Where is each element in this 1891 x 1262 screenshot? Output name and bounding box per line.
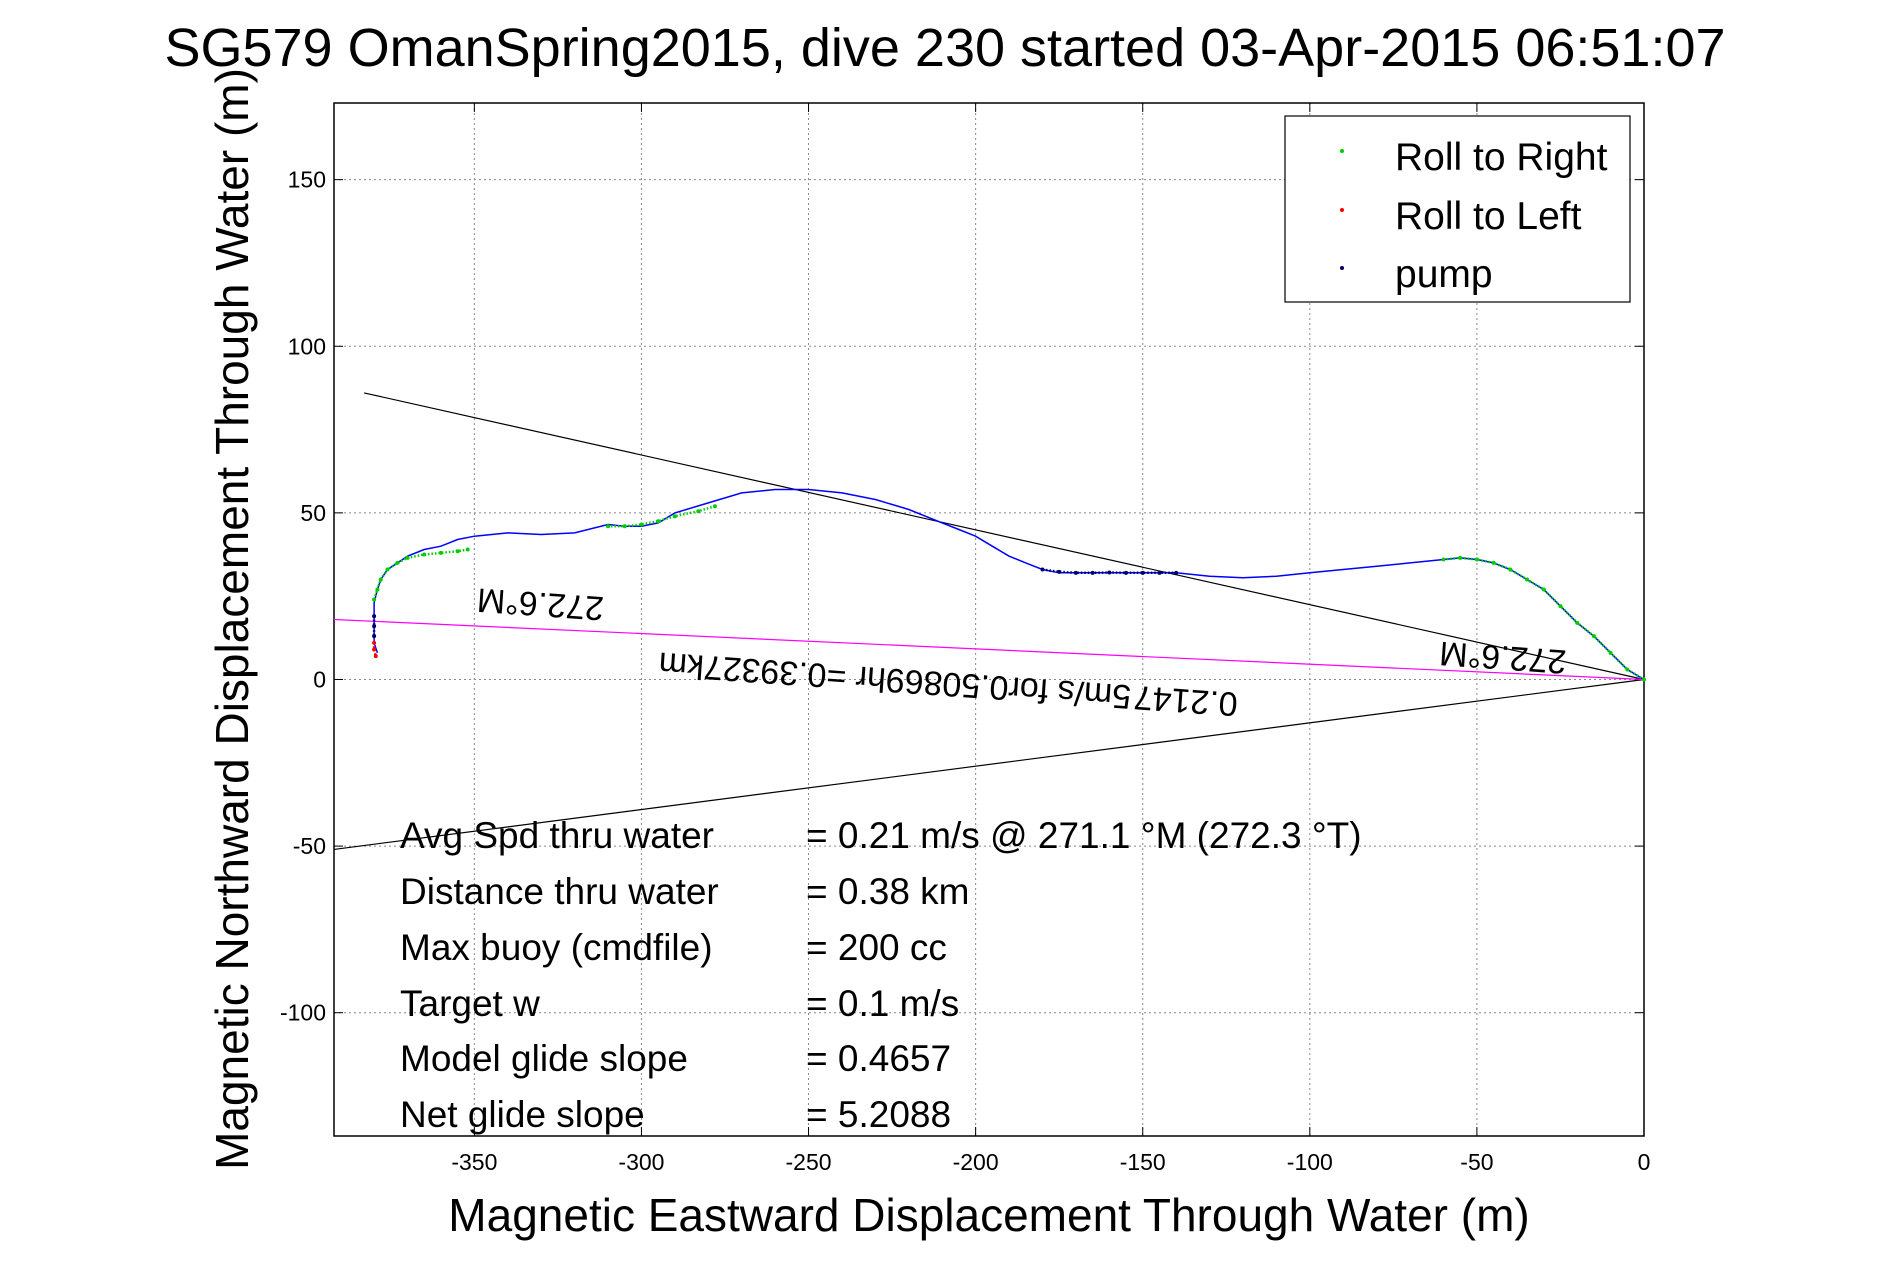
roll-right-point (1441, 557, 1446, 562)
roll-right-point (639, 522, 644, 527)
pump-point (1107, 570, 1112, 575)
x-tick-label: -250 (786, 1149, 832, 1175)
x-tick-label: -150 (1120, 1149, 1166, 1175)
roll-right-point (1458, 555, 1463, 560)
legend-label-roll-right: Roll to Right (1395, 136, 1608, 179)
pump-point (372, 614, 377, 619)
x-tick-label: -100 (1287, 1149, 1333, 1175)
roll-right-point (1525, 577, 1530, 582)
pump-point (372, 624, 377, 629)
roll-right-point (1491, 560, 1496, 565)
x-axis-label: Magnetic Eastward Displacement Through W… (448, 1189, 1529, 1241)
roll-right-segment (608, 505, 716, 528)
roll-left-point (372, 640, 377, 645)
stats-label: Distance thru water (400, 871, 719, 912)
roll-right-point (1591, 634, 1596, 639)
roll-right-point (375, 587, 380, 592)
rotated-annotation: 272.6°M (1438, 634, 1567, 681)
stats-value: = 0.1 m/s (806, 983, 959, 1024)
roll-right-point (378, 577, 383, 582)
reference-line (333, 618, 1645, 681)
legend-marker-pump (1340, 266, 1344, 270)
x-tick-label: 0 (1638, 1149, 1651, 1175)
roll-right-point (712, 504, 717, 509)
reference-line (333, 678, 1645, 851)
stats-block: Avg Spd thru water = 0.21 m/s @ 271.1 °M … (400, 815, 1362, 1135)
pump-point (1140, 570, 1145, 575)
roll-right-point (1642, 677, 1646, 682)
roll-right-point (405, 555, 410, 560)
roll-right-point (606, 524, 611, 529)
roll-right-point (1575, 620, 1580, 625)
roll-right-point (1541, 587, 1546, 592)
legend: Roll to Right Roll to Left pump (1284, 115, 1631, 303)
roll-right-point (696, 509, 701, 514)
stats-label: Target w (400, 983, 540, 1024)
roll-right-point (385, 567, 390, 572)
y-tick-label: 0 (313, 666, 326, 692)
roll-right-point (422, 552, 427, 557)
roll-right-point (1608, 650, 1613, 655)
pump-point (1124, 570, 1129, 575)
y-axis-ticks: -100 -50 0 50 100 150 (280, 167, 1644, 1026)
roll-right-point (395, 560, 400, 565)
y-tick-label: 100 (288, 333, 326, 359)
x-tick-label: -50 (1460, 1149, 1493, 1175)
stats-label: Model glide slope (400, 1038, 688, 1079)
roll-right-point (622, 524, 627, 529)
pump-point (1040, 567, 1045, 572)
x-axis-ticks: -350 -300 -250 -200 -150 -100 -50 0 (451, 103, 1650, 1175)
roll-right-point (372, 597, 377, 602)
legend-label-pump: pump (1395, 253, 1493, 296)
roll-left-point (373, 654, 378, 659)
reference-lines (333, 392, 1645, 851)
roll-right-point (1558, 604, 1563, 609)
y-tick-label: 150 (288, 167, 326, 193)
x-tick-label: -200 (953, 1149, 999, 1175)
pump-point (1057, 569, 1062, 574)
roll-right-point (1625, 667, 1630, 672)
roll-right-point (1474, 557, 1479, 562)
x-tick-label: -350 (451, 1149, 497, 1175)
roll-left-point (372, 647, 377, 652)
y-tick-label: -100 (280, 1000, 326, 1026)
pump-point (1073, 570, 1078, 575)
y-tick-label: -50 (293, 833, 326, 859)
roll-right-segment (372, 548, 468, 600)
rotated-annotation: 272.6°M (476, 580, 605, 627)
y-axis-label: Magnetic Northward Displacement Through … (206, 68, 258, 1170)
reference-line (363, 392, 1645, 681)
pump-point (372, 634, 377, 639)
roll-right-point (1508, 567, 1513, 572)
roll-right-point (455, 549, 460, 554)
stats-label: Max buoy (cmdfile) (400, 927, 713, 968)
stats-value: = 0.4657 (806, 1038, 951, 1079)
stats-label: Avg Spd thru water (400, 815, 714, 856)
stats-value: = 0.38 km (806, 871, 970, 912)
track-series (372, 488, 1646, 682)
roll-right-point (656, 519, 661, 524)
y-tick-label: 50 (300, 500, 326, 526)
pump-point (1174, 570, 1179, 575)
chart-title: SG579 OmanSpring2015, dive 230 started 0… (164, 18, 1725, 78)
stats-label: Net glide slope (400, 1094, 645, 1135)
pump-point (1090, 570, 1095, 575)
legend-marker-roll-left (1340, 208, 1344, 212)
pump-point (1157, 570, 1162, 575)
stats-value: = 0.21 m/s @ 271.1 °M (272.3 °T) (806, 815, 1362, 856)
roll-right-point (438, 550, 443, 555)
roll-right-point (465, 547, 470, 552)
stats-value: = 200 cc (806, 927, 947, 968)
legend-marker-roll-right (1340, 149, 1344, 153)
roll-left-segment (372, 642, 378, 657)
stats-value: = 5.2088 (806, 1094, 951, 1135)
legend-label-roll-left: Roll to Left (1395, 195, 1582, 238)
x-tick-label: -300 (618, 1149, 664, 1175)
roll-right-point (672, 514, 677, 519)
